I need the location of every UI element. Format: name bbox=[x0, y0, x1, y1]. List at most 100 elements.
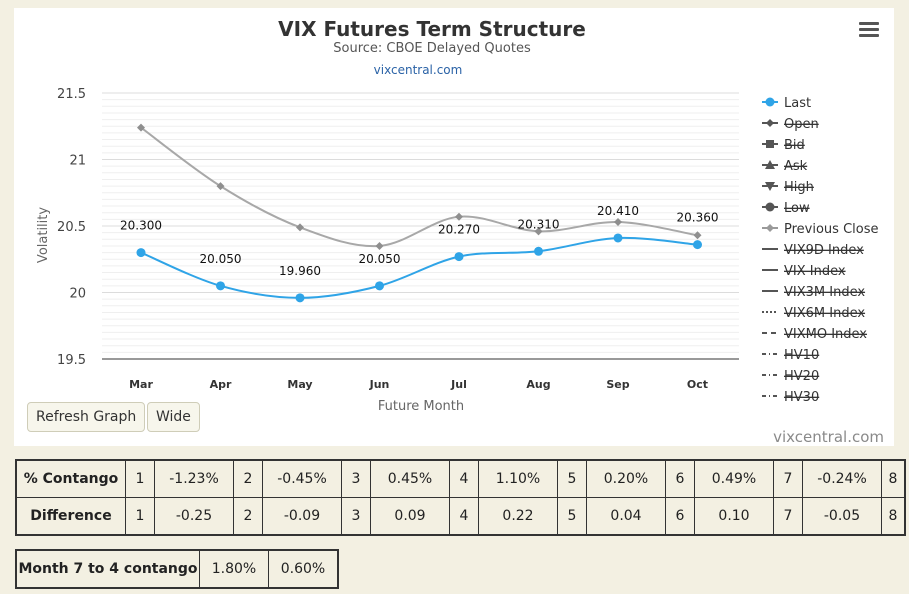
legend-label: Last bbox=[784, 96, 811, 111]
legend-item[interactable]: HV10 bbox=[762, 348, 819, 363]
legend-label: Previous Close bbox=[784, 222, 879, 237]
table-cell: -0.09 bbox=[262, 497, 342, 536]
chart-link[interactable]: vixcentral.com bbox=[374, 63, 463, 77]
legend-label: Low bbox=[784, 201, 810, 216]
table-cell: 8 bbox=[881, 497, 906, 536]
chart-panel: VIX Futures Term Structure Source: CBOE … bbox=[14, 8, 894, 446]
table-cell: 0.04 bbox=[586, 497, 666, 536]
y-tick-label: 20.5 bbox=[57, 220, 86, 235]
legend-item[interactable]: Ask bbox=[762, 159, 808, 174]
month-7-to-4-table: Month 7 to 4 contango 1.80% 0.60% bbox=[15, 549, 339, 589]
table-cell: 1 bbox=[125, 497, 155, 536]
credit-text: vixcentral.com bbox=[773, 428, 884, 446]
table-cell: 7 bbox=[773, 459, 803, 498]
legend-label: Open bbox=[784, 117, 819, 132]
legend-label: Ask bbox=[784, 159, 808, 174]
legend-item[interactable]: High bbox=[762, 180, 814, 195]
x-tick-label: May bbox=[287, 378, 312, 391]
legend-symbol bbox=[766, 119, 774, 127]
legend-item[interactable]: Last bbox=[762, 96, 811, 111]
table-cell: 2 bbox=[233, 497, 263, 536]
legend-item[interactable]: Previous Close bbox=[762, 222, 879, 237]
x-tick-label: Aug bbox=[526, 378, 550, 391]
table-cell: 8 bbox=[881, 459, 906, 498]
legend-label: VIXMO Index bbox=[784, 327, 867, 342]
legend-symbol bbox=[765, 160, 775, 169]
data-point bbox=[375, 281, 384, 291]
table-cell: 1 bbox=[125, 459, 155, 498]
chart-title: VIX Futures Term Structure bbox=[278, 17, 586, 41]
table-cell: -1.23% bbox=[154, 459, 234, 498]
table-cell: 0.60% bbox=[268, 549, 339, 589]
data-point bbox=[534, 227, 543, 236]
series-line-last bbox=[140, 236, 698, 299]
legend-label: HV20 bbox=[784, 369, 819, 384]
chart: VIX Futures Term Structure Source: CBOE … bbox=[36, 17, 879, 414]
legend-item[interactable]: VIX Index bbox=[762, 264, 846, 279]
table-cell: 0.10 bbox=[694, 497, 774, 536]
legend-item[interactable]: HV20 bbox=[762, 369, 819, 384]
data-point bbox=[454, 252, 464, 262]
table-cell: 0.22 bbox=[478, 497, 558, 536]
legend-label: VIX3M Index bbox=[784, 285, 865, 300]
legend-item[interactable]: VIXMO Index bbox=[762, 327, 867, 342]
legend-item[interactable]: Low bbox=[762, 201, 810, 216]
table-cell: 1.80% bbox=[199, 549, 269, 589]
table-cell: -0.24% bbox=[802, 459, 882, 498]
wide-button[interactable]: Wide bbox=[147, 402, 200, 432]
x-tick-label: Jun bbox=[369, 378, 390, 391]
data-point bbox=[693, 240, 702, 250]
data-label: 20.310 bbox=[518, 217, 560, 231]
x-tick-label: Apr bbox=[210, 378, 232, 391]
table-cell: 1.10% bbox=[478, 459, 558, 498]
legend-item[interactable]: Open bbox=[762, 117, 819, 132]
x-ticks: Mar Apr May Jun Jul Aug Sep Oct bbox=[129, 378, 708, 391]
data-label: 20.360 bbox=[677, 211, 719, 225]
table-cell: 3 bbox=[341, 459, 371, 498]
legend-item[interactable]: Bid bbox=[762, 138, 805, 153]
refresh-graph-button[interactable]: Refresh Graph bbox=[27, 402, 146, 432]
y-tick-label: 19.5 bbox=[57, 353, 86, 368]
legend-label: Bid bbox=[784, 138, 805, 153]
legend-label: VIX6M Index bbox=[784, 306, 865, 321]
table-cell: 0.09 bbox=[370, 497, 450, 536]
legend[interactable]: Last Open Bid Ask High Low Previous Close VIX9D… bbox=[762, 96, 879, 405]
legend-item[interactable]: VIX6M Index bbox=[762, 306, 865, 321]
y-axis-label: Volatility bbox=[36, 207, 51, 263]
data-point bbox=[137, 123, 145, 132]
table-cell: 2 bbox=[233, 459, 263, 498]
data-point bbox=[295, 293, 305, 303]
data-label: 20.410 bbox=[597, 204, 639, 218]
table-cell: 0.45% bbox=[370, 459, 450, 498]
data-point bbox=[613, 233, 623, 243]
data-label: 19.960 bbox=[279, 264, 321, 278]
legend-label: HV30 bbox=[784, 390, 819, 405]
data-label: 20.050 bbox=[200, 252, 242, 266]
legend-label: High bbox=[784, 180, 814, 195]
contango-table: % Contango 1 -1.23% 2 -0.45% 3 0.45% 4 1… bbox=[15, 459, 906, 536]
data-point bbox=[216, 281, 225, 291]
x-tick-label: Sep bbox=[606, 378, 629, 391]
x-tick-label: Mar bbox=[129, 378, 153, 391]
table-cell: 3 bbox=[341, 497, 371, 536]
menu-icon[interactable] bbox=[859, 22, 879, 38]
legend-symbol bbox=[765, 182, 775, 191]
table-row: Month 7 to 4 contango 1.80% 0.60% bbox=[15, 549, 339, 589]
legend-item[interactable]: VIX3M Index bbox=[762, 285, 865, 300]
x-tick-label: Jul bbox=[450, 378, 467, 391]
data-point bbox=[534, 246, 543, 256]
legend-item[interactable]: VIX9D Index bbox=[762, 243, 864, 258]
legend-label: VIX9D Index bbox=[784, 243, 864, 258]
series-group: 20.300 20.050 19.960 20.050 20.270 20.310 20.4… bbox=[120, 123, 719, 303]
legend-item[interactable]: HV30 bbox=[762, 390, 819, 405]
table-cell: 5 bbox=[557, 459, 587, 498]
legend-symbol bbox=[765, 202, 775, 212]
x-axis-label: Future Month bbox=[378, 399, 464, 414]
chart-subtitle: Source: CBOE Delayed Quotes bbox=[333, 41, 531, 56]
y-tick-label: 20 bbox=[69, 287, 86, 302]
legend-label: HV10 bbox=[784, 348, 819, 363]
table-cell: 0.49% bbox=[694, 459, 774, 498]
data-point bbox=[216, 182, 225, 191]
x-tick-label: Oct bbox=[687, 378, 708, 391]
table-cell: 7 bbox=[773, 497, 803, 536]
